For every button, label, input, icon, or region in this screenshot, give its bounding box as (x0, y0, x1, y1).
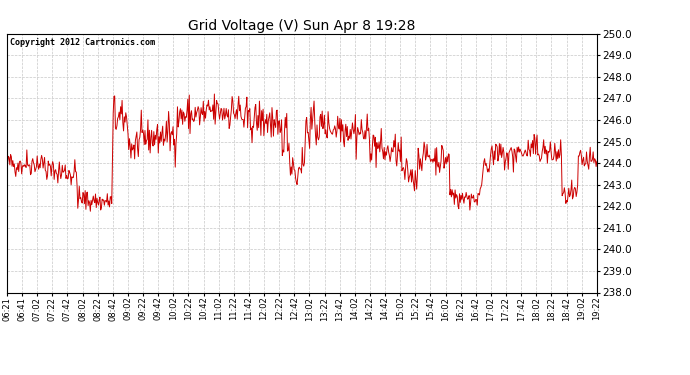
Title: Grid Voltage (V) Sun Apr 8 19:28: Grid Voltage (V) Sun Apr 8 19:28 (188, 19, 415, 33)
Text: Copyright 2012 Cartronics.com: Copyright 2012 Cartronics.com (10, 38, 155, 46)
